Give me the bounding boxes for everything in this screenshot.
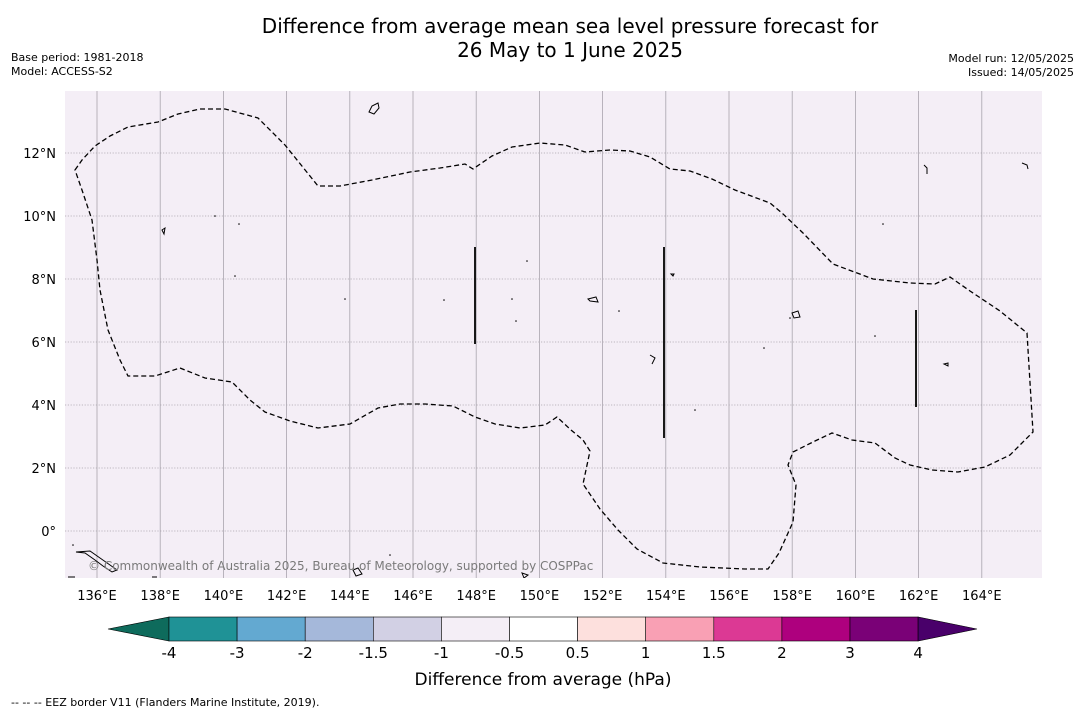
meta-left: Base period: 1981-2018 Model: ACCESS-S2	[11, 51, 143, 79]
lon-tick-label: 150°E	[520, 589, 560, 604]
colorbar-ticks: -4 -3 -2 -1.5 -1 -0.5 0.5 1 1.5 2 3 4	[162, 644, 923, 662]
lon-tick-label: 164°E	[962, 589, 1002, 604]
colorbar-tick-label: -2	[298, 644, 313, 662]
lon-tick-label: 152°E	[583, 589, 623, 604]
lon-tick-label: 148°E	[456, 589, 496, 604]
map-title: Difference from average mean sea level p…	[0, 14, 1085, 62]
lon-tick-label: 154°E	[646, 589, 686, 604]
eez-solid-segments	[474, 247, 917, 438]
copyright-notice: © Commonwealth of Australia 2025, Bureau…	[88, 559, 593, 573]
colorbar-segment	[713, 616, 783, 642]
lon-tick-label: 146°E	[393, 589, 433, 604]
lat-tick-label: 6°N	[32, 336, 57, 351]
map-features	[68, 102, 1034, 578]
lat-tick-label: 0°	[41, 525, 56, 540]
colorbar-segment	[441, 616, 510, 642]
colorbar-tick-label: 2	[777, 644, 787, 662]
colorbar-segment	[509, 616, 578, 642]
model-run: Model run: 12/05/2025	[948, 52, 1074, 65]
longitude-gridlines	[96, 91, 983, 578]
islands	[68, 102, 1029, 578]
lon-tick-label: 156°E	[709, 589, 749, 604]
colorbar-segment	[781, 616, 851, 642]
colorbar-high-extend	[917, 616, 978, 642]
lat-tick-label: 10°N	[23, 210, 56, 225]
lat-tick-label: 12°N	[23, 147, 56, 162]
colorbar-tick-label: 3	[845, 644, 855, 662]
colorbar-tick-label: 1	[641, 644, 651, 662]
meta-right: Model run: 12/05/2025 Issued: 14/05/2025	[948, 52, 1074, 80]
base-period: Base period: 1981-2018	[11, 51, 144, 64]
colorbar-segment	[304, 616, 374, 642]
issued-date: Issued: 14/05/2025	[967, 66, 1074, 79]
island-dots	[72, 215, 884, 556]
lon-tick-label: 162°E	[899, 589, 939, 604]
lat-tick-label: 4°N	[32, 399, 57, 414]
lon-tick-label: 144°E	[330, 589, 370, 604]
map-area	[65, 91, 1042, 578]
longitude-labels: 136°E 138°E 140°E 142°E 144°E 146°E 148°E 150°E…	[77, 589, 1001, 604]
colorbar	[107, 616, 978, 642]
lat-tick-label: 2°N	[32, 462, 57, 477]
latitude-labels: 12°N 10°N 8°N 6°N 4°N 2°N 0°	[23, 147, 56, 540]
colorbar-tick-label: -1.5	[359, 644, 388, 662]
colorbar-tick-label: -3	[230, 644, 245, 662]
colorbar-tick-label: 0.5	[566, 644, 590, 662]
colorbar-tick-label: -1	[434, 644, 449, 662]
colorbar-segment	[372, 616, 442, 642]
colorbar-segment	[849, 616, 919, 642]
latitude-gridlines	[65, 152, 1042, 532]
map-title-line1: Difference from average mean sea level p…	[261, 14, 879, 38]
colorbar-tick-label: -4	[162, 644, 177, 662]
map-title-line2: 26 May to 1 June 2025	[457, 38, 683, 62]
colorbar-segment	[236, 616, 306, 642]
colorbar-tick-label: 4	[913, 644, 923, 662]
lon-tick-label: 140°E	[204, 589, 244, 604]
colorbar-tick-label: -0.5	[495, 644, 524, 662]
lon-tick-label: 158°E	[772, 589, 812, 604]
lon-tick-label: 138°E	[140, 589, 180, 604]
colorbar-low-extend	[107, 616, 170, 642]
lon-tick-label: 142°E	[267, 589, 307, 604]
lat-tick-label: 8°N	[32, 273, 57, 288]
lon-tick-label: 160°E	[836, 589, 876, 604]
footnote-eez: -- -- -- EEZ border V11 (Flanders Marine…	[11, 696, 320, 709]
colorbar-segment	[577, 616, 646, 642]
colorbar-tick-label: 1.5	[702, 644, 726, 662]
lon-tick-label: 136°E	[77, 589, 117, 604]
colorbar-segment	[168, 616, 238, 642]
eez-border	[74, 108, 1034, 570]
model-name: Model: ACCESS-S2	[11, 65, 113, 78]
colorbar-label: Difference from average (hPa)	[415, 670, 672, 690]
colorbar-segment	[645, 616, 715, 642]
